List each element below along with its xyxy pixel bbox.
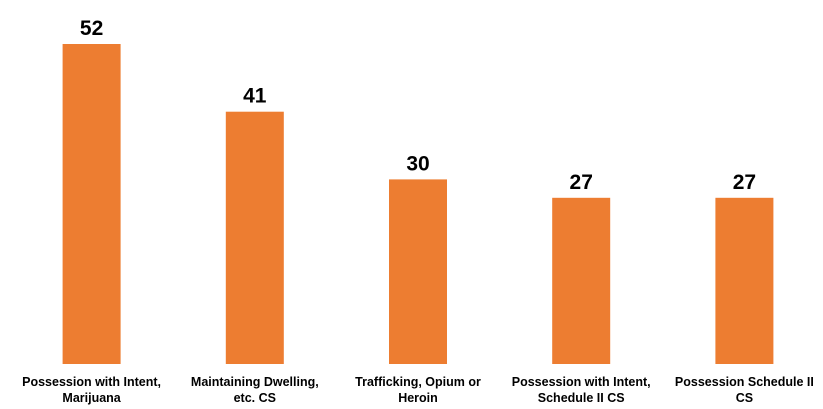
bar — [552, 197, 611, 364]
category-label: Possession with Intent, Marijuana — [22, 375, 161, 405]
category-label-line: Maintaining Dwelling, — [191, 375, 319, 389]
category-label-line: Possession with Intent, — [512, 375, 651, 389]
data-label: 27 — [733, 171, 756, 194]
category-label-line: Marijuana — [62, 391, 121, 405]
data-label: 41 — [243, 85, 267, 108]
category-labels-group: Possession with Intent, Marijuana Maintain… — [22, 375, 814, 405]
bar — [715, 197, 774, 364]
data-label: 52 — [80, 17, 103, 40]
category-label: Trafficking, Opium or Heroin — [355, 375, 481, 405]
bars-group — [62, 44, 774, 364]
bar — [389, 179, 447, 364]
category-label-line: Possession with Intent, — [22, 375, 161, 389]
category-label: Possession with Intent, Schedule II CS — [512, 375, 651, 405]
data-label: 30 — [406, 152, 429, 175]
category-label: Maintaining Dwelling, etc. CS — [191, 375, 319, 405]
bar — [62, 44, 121, 364]
category-label-line: Schedule II CS — [538, 391, 625, 405]
value-labels-group: 52 41 30 27 27 — [80, 17, 756, 194]
category-label-line: Possession Schedule II — [675, 375, 814, 389]
category-label: Possession Schedule II CS — [675, 375, 814, 405]
category-label-line: Heroin — [398, 391, 438, 405]
data-label: 27 — [570, 171, 593, 194]
bar — [225, 111, 284, 364]
category-label-line: Trafficking, Opium or — [355, 375, 481, 389]
category-label-line: etc. CS — [234, 391, 276, 405]
category-label-line: CS — [736, 391, 753, 405]
